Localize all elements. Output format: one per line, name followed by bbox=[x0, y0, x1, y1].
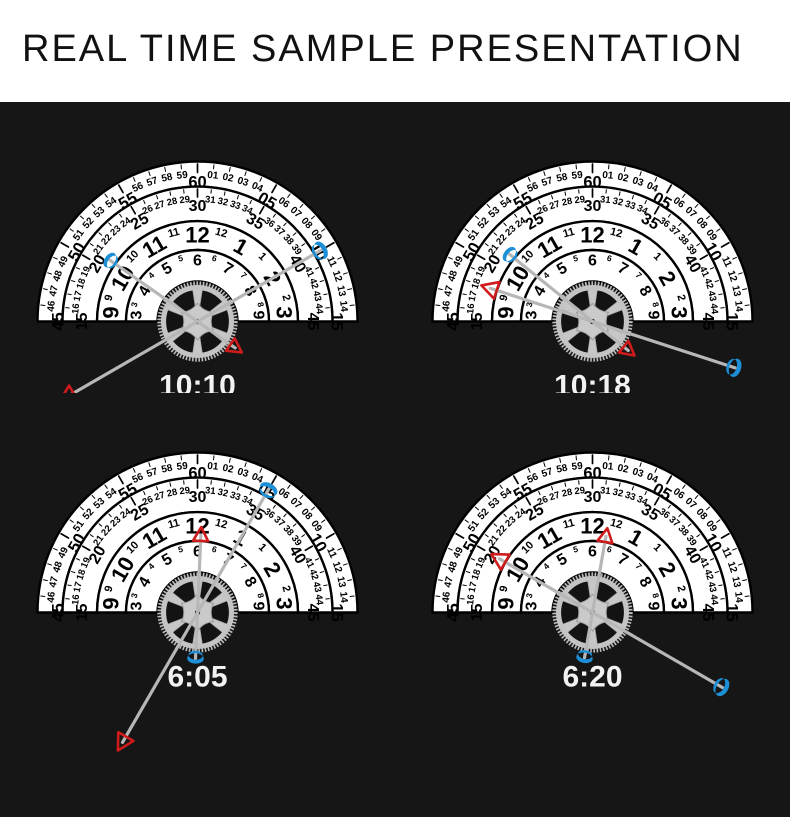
svg-text:6: 6 bbox=[588, 543, 597, 560]
svg-text:17: 17 bbox=[72, 580, 85, 593]
svg-text:3: 3 bbox=[129, 601, 146, 610]
svg-text:16: 16 bbox=[465, 302, 477, 314]
svg-text:9: 9 bbox=[494, 597, 519, 609]
svg-text:59: 59 bbox=[176, 460, 189, 472]
svg-text:6: 6 bbox=[588, 252, 597, 269]
svg-text:45: 45 bbox=[304, 603, 321, 621]
svg-text:6: 6 bbox=[193, 252, 202, 269]
svg-text:16: 16 bbox=[70, 593, 82, 605]
svg-text:17: 17 bbox=[467, 580, 480, 593]
svg-text:9: 9 bbox=[250, 310, 267, 319]
svg-text:14: 14 bbox=[337, 591, 349, 604]
svg-text:3: 3 bbox=[272, 597, 297, 609]
svg-text:9: 9 bbox=[99, 597, 124, 609]
svg-text:31: 31 bbox=[204, 485, 216, 497]
svg-text:12: 12 bbox=[580, 222, 604, 247]
svg-text:59: 59 bbox=[571, 169, 584, 181]
svg-text:28: 28 bbox=[166, 486, 179, 499]
svg-text:01: 01 bbox=[207, 169, 220, 181]
svg-text:12: 12 bbox=[185, 222, 209, 247]
svg-text:6:05: 6:05 bbox=[167, 660, 227, 693]
svg-text:14: 14 bbox=[732, 300, 744, 313]
svg-text:9: 9 bbox=[494, 306, 519, 318]
svg-text:43: 43 bbox=[705, 580, 718, 593]
svg-text:32: 32 bbox=[612, 195, 625, 208]
svg-text:17: 17 bbox=[467, 289, 480, 302]
svg-text:15: 15 bbox=[469, 312, 486, 330]
svg-text:3: 3 bbox=[524, 601, 541, 610]
svg-text:30: 30 bbox=[189, 489, 207, 506]
svg-text:43: 43 bbox=[310, 289, 323, 302]
svg-text:28: 28 bbox=[561, 195, 574, 208]
svg-text:9: 9 bbox=[250, 601, 267, 610]
svg-text:3: 3 bbox=[667, 306, 692, 318]
svg-text:01: 01 bbox=[602, 169, 615, 181]
svg-text:59: 59 bbox=[571, 460, 584, 472]
svg-text:31: 31 bbox=[599, 485, 611, 497]
svg-text:30: 30 bbox=[584, 198, 602, 215]
svg-text:30: 30 bbox=[189, 198, 207, 215]
svg-text:45: 45 bbox=[699, 603, 716, 621]
svg-text:14: 14 bbox=[732, 591, 744, 604]
svg-text:14: 14 bbox=[337, 300, 349, 313]
svg-text:9: 9 bbox=[645, 310, 662, 319]
svg-text:01: 01 bbox=[207, 460, 220, 472]
svg-text:28: 28 bbox=[166, 195, 179, 208]
svg-text:3: 3 bbox=[129, 310, 146, 319]
svg-text:15: 15 bbox=[469, 603, 486, 621]
svg-text:15: 15 bbox=[74, 312, 91, 330]
svg-text:32: 32 bbox=[217, 486, 230, 499]
svg-text:31: 31 bbox=[599, 194, 611, 206]
svg-text:43: 43 bbox=[310, 580, 323, 593]
svg-text:46: 46 bbox=[46, 590, 58, 603]
svg-text:46: 46 bbox=[46, 299, 58, 312]
svg-text:32: 32 bbox=[217, 195, 230, 208]
svg-text:30: 30 bbox=[584, 489, 602, 506]
svg-text:3: 3 bbox=[524, 310, 541, 319]
svg-text:43: 43 bbox=[705, 289, 718, 302]
svg-text:3: 3 bbox=[667, 597, 692, 609]
svg-text:59: 59 bbox=[176, 169, 189, 181]
svg-text:6:20: 6:20 bbox=[562, 660, 622, 693]
svg-text:15: 15 bbox=[74, 603, 91, 621]
svg-text:45: 45 bbox=[699, 312, 716, 330]
svg-text:17: 17 bbox=[72, 289, 85, 302]
svg-text:9: 9 bbox=[645, 601, 662, 610]
svg-text:45: 45 bbox=[304, 312, 321, 330]
svg-text:3: 3 bbox=[272, 306, 297, 318]
svg-text:28: 28 bbox=[561, 486, 574, 499]
svg-text:16: 16 bbox=[70, 302, 82, 314]
svg-text:31: 31 bbox=[204, 194, 216, 206]
svg-text:9: 9 bbox=[99, 306, 124, 318]
svg-text:32: 32 bbox=[612, 486, 625, 499]
svg-text:16: 16 bbox=[465, 593, 477, 605]
svg-text:01: 01 bbox=[602, 460, 615, 472]
svg-text:46: 46 bbox=[441, 299, 453, 312]
svg-text:46: 46 bbox=[441, 590, 453, 603]
